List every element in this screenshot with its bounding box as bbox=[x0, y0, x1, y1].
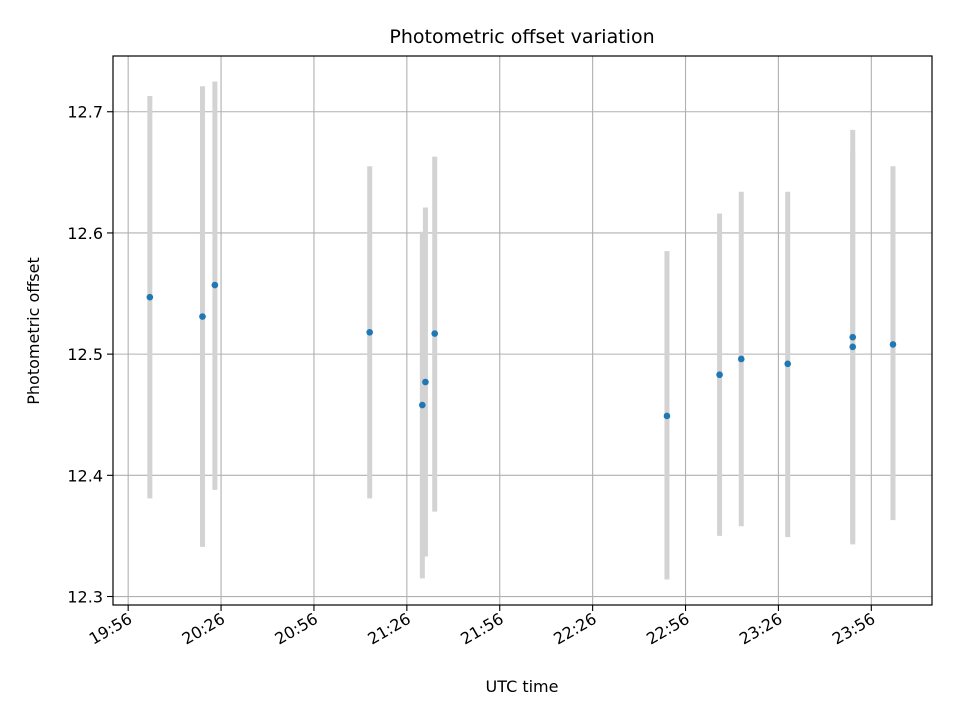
y-tick-label: 12.6 bbox=[67, 224, 103, 243]
data-point bbox=[211, 281, 219, 289]
y-axis-label: Photometric offset bbox=[24, 257, 43, 405]
data-point bbox=[146, 293, 154, 301]
y-tick-label: 12.7 bbox=[67, 103, 103, 122]
data-point bbox=[849, 343, 857, 351]
data-point bbox=[422, 378, 429, 386]
data-point bbox=[784, 360, 792, 368]
y-tick-label: 12.4 bbox=[67, 466, 103, 485]
plot-frame bbox=[112, 55, 933, 606]
point-layer bbox=[146, 281, 897, 420]
y-tick-label: 12.3 bbox=[67, 588, 103, 607]
data-point bbox=[889, 341, 897, 348]
data-point bbox=[419, 401, 426, 409]
data-point bbox=[849, 333, 857, 341]
grid-layer bbox=[113, 56, 932, 605]
data-point bbox=[663, 412, 671, 420]
chart-title: Photometric offset variation bbox=[389, 26, 654, 48]
data-point bbox=[366, 329, 373, 336]
y-tick-label: 12.5 bbox=[67, 345, 103, 364]
data-point bbox=[737, 355, 745, 363]
x-axis-label: UTC time bbox=[486, 677, 559, 696]
data-point bbox=[199, 313, 206, 320]
data-point bbox=[716, 371, 723, 379]
y-axis-ticks: 12.3 12.4 12.5 12.6 12.7 bbox=[67, 103, 113, 607]
data-point bbox=[431, 330, 439, 337]
